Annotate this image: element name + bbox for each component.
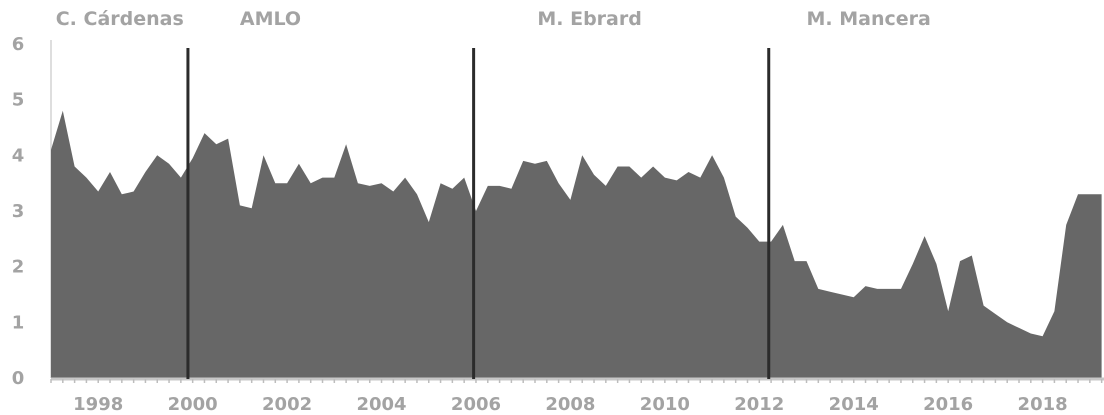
y-tick-label: 1 bbox=[12, 312, 25, 333]
x-tick-label: 2012 bbox=[734, 394, 784, 415]
x-tick-label: 1998 bbox=[73, 394, 123, 415]
x-tick-label: 2004 bbox=[356, 394, 406, 415]
term-label: AMLO bbox=[240, 8, 301, 30]
term-label: M. Mancera bbox=[807, 8, 931, 30]
term-annotations: C. Cárdenas AMLO M. Ebrard M. Mancera bbox=[56, 8, 931, 30]
x-tick-label: 2010 bbox=[640, 394, 690, 415]
x-tick-labels: 1998 2000 2002 2004 2006 2008 2010 2012 2014 2016… bbox=[73, 394, 1068, 415]
y-tick-label: 4 bbox=[12, 145, 25, 166]
y-tick-label: 0 bbox=[12, 368, 25, 389]
x-tick-label: 2002 bbox=[262, 394, 312, 415]
x-tick-label: 2006 bbox=[451, 394, 501, 415]
area-series bbox=[51, 110, 1102, 379]
x-tick-label: 2016 bbox=[923, 394, 973, 415]
y-tick-label: 6 bbox=[12, 34, 25, 55]
y-tick-label: 2 bbox=[12, 257, 25, 278]
term-dividers bbox=[186, 48, 771, 379]
x-minor-ticks bbox=[50, 379, 1103, 383]
x-tick-label: 2008 bbox=[545, 394, 595, 415]
term-label: M. Ebrard bbox=[537, 8, 641, 30]
y-tick-labels: 0 1 2 3 4 5 6 bbox=[12, 34, 25, 389]
y-tick-label: 3 bbox=[12, 201, 25, 222]
x-tick-label: 2014 bbox=[829, 394, 879, 415]
x-tick-label: 2000 bbox=[168, 394, 218, 415]
y-tick-label: 5 bbox=[12, 90, 25, 111]
term-label: C. Cárdenas bbox=[56, 8, 184, 30]
x-tick-label: 2018 bbox=[1018, 394, 1068, 415]
